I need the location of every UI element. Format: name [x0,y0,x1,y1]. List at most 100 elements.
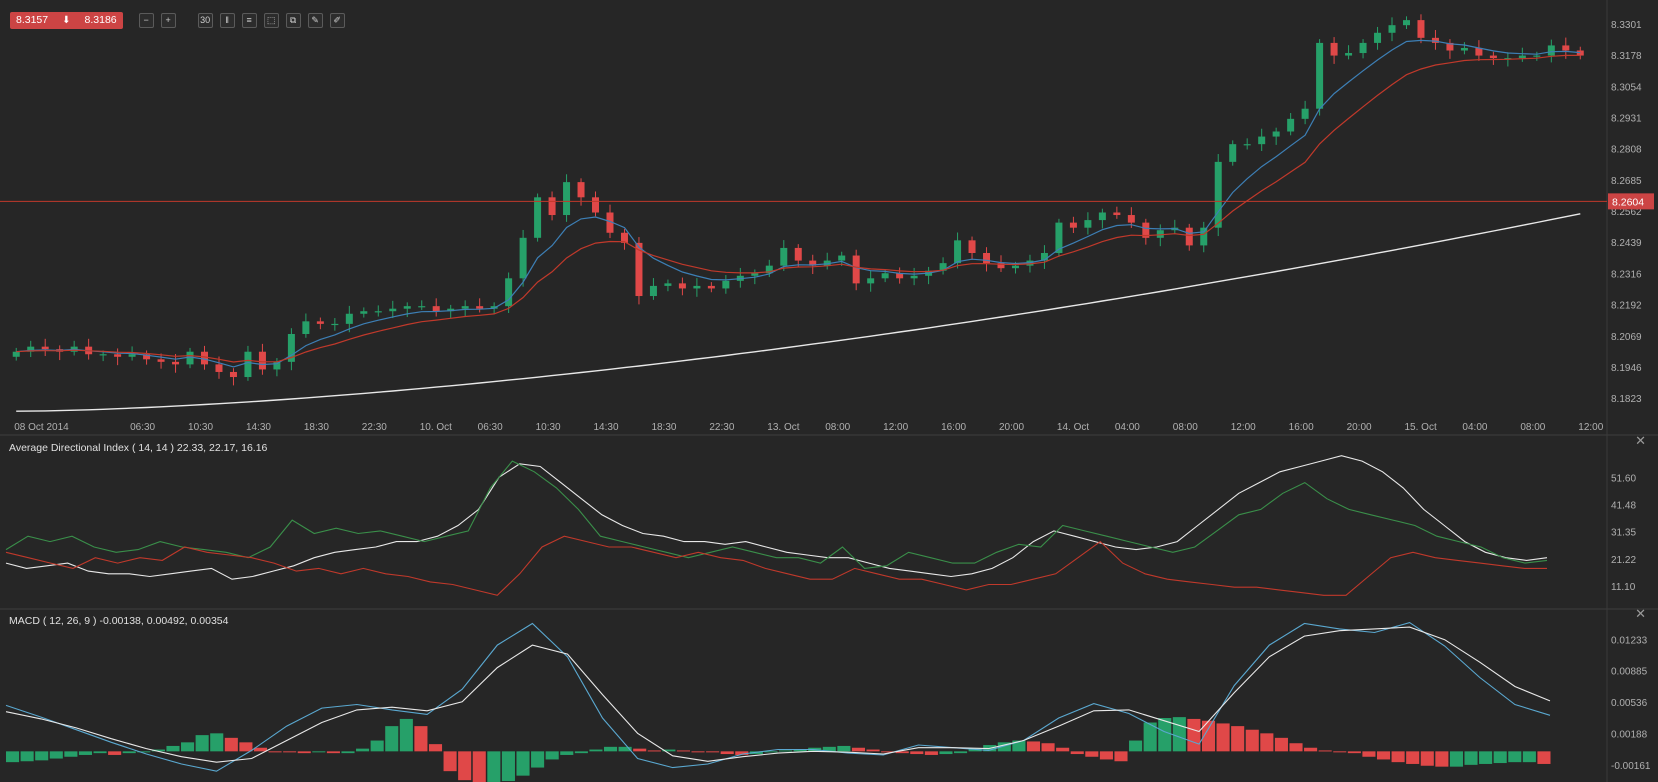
macd-hist-bar [195,735,209,752]
edit-icon[interactable]: ✎ [307,12,323,28]
candle-body [360,311,368,314]
candle-body [1359,42,1367,54]
signal-line [5,626,1551,763]
macd-hist-bar [1041,743,1055,752]
price-tick-label: 8.2192 [1611,301,1642,312]
candle-body [519,237,527,279]
zoom-in-icon[interactable]: + [160,12,176,28]
candle-body [490,306,498,309]
candle-body [997,263,1005,269]
pencil-icon[interactable]: ✐ [329,12,345,28]
candle-body [954,240,962,264]
macd-hist-bar [326,751,340,754]
macd-hist-bar [647,750,661,752]
macd-hist-bar [545,751,559,760]
macd-hist-bar [1318,750,1332,752]
candle-body [1431,37,1439,43]
candle-body [838,255,846,261]
candle-body [896,273,904,279]
macd-hist-bar [954,751,968,754]
candle-body [1272,131,1280,137]
macd-hist-bar [93,751,107,754]
macd-hist-bar [851,747,866,752]
current-price-label: 8.2604 [1612,196,1644,208]
candle-body [258,351,266,370]
timeframe-button[interactable]: 30 [197,12,213,28]
macd-hist-bar [1245,729,1259,752]
chart-type-icon[interactable]: ǁ [219,12,235,28]
adx-tick-label: 31.35 [1611,528,1636,539]
candle-body [1084,220,1092,228]
candle-body [910,275,918,279]
price-tick-label: 8.1946 [1611,363,1642,374]
candle-body [592,197,600,213]
macd-hist-bar [633,748,647,752]
candle-body [765,265,773,274]
candle-body [1113,212,1121,216]
close-macd-icon[interactable]: ✕ [1635,606,1646,621]
macd-hist-bar [939,751,953,755]
zoom-out-icon[interactable]: − [138,12,154,28]
macd-hist-bar [1260,733,1274,752]
candle-body [374,311,382,313]
candles [12,14,1584,386]
time-tick-label: 08:00 [1520,422,1545,433]
candle-body [186,351,194,365]
candle-body [1011,265,1019,269]
candle-body [1098,212,1106,221]
candle-body [461,306,469,309]
candle-body [1518,55,1526,59]
macd-hist-bar [487,751,501,782]
price-box[interactable]: 8.3157 ⬇ 8.3186 [10,11,123,29]
price-tick-label: 8.2685 [1611,176,1642,187]
candle-body [1069,222,1077,228]
candle-body [331,323,339,326]
macd-hist-bar [1216,723,1230,752]
macd-hist-bar [822,746,836,752]
time-tick-label: 18:30 [651,422,676,433]
candle-body [114,354,122,357]
drawing-icon[interactable]: ⬚ [263,12,279,28]
macd-hist-bar [676,750,690,752]
time-tick-label: 06:30 [130,422,155,433]
candle-body [244,351,252,378]
macd-hist-bar [910,751,924,755]
time-tick-label: 22:30 [362,422,387,433]
macd-tick-label: -0.00161 [1611,761,1651,772]
candle-body [432,306,440,312]
time-tick-label: 08:00 [825,422,850,433]
candle-body [1301,108,1309,119]
macd-hist-bar [1304,747,1318,752]
candle-body [476,306,484,309]
macd-hist-bar [385,726,399,752]
macd-hist-bar [1347,751,1361,754]
bid-price: 8.3157 [16,14,49,26]
candle-body [1127,215,1135,223]
macd-hist-bar [268,751,282,753]
macd-tick-label: 0.00188 [1611,729,1648,740]
templates-icon[interactable]: ⧉ [285,12,301,28]
macd-hist-bar [560,751,574,755]
macd-hist-bar [1508,751,1522,763]
macd-hist-bar [866,749,880,752]
candle-body [1229,144,1237,162]
candle-body [143,354,151,360]
candle-body [1142,222,1150,238]
price-tick-label: 8.2808 [1611,145,1642,156]
adx-line [5,455,1548,580]
candle-body [505,278,513,307]
indicators-icon[interactable]: ≡ [241,12,257,28]
price-tick-label: 8.2316 [1611,269,1642,280]
adx-tick-label: 11.10 [1611,582,1636,593]
macd-hist-bar [20,751,34,762]
candle-body [1200,227,1208,246]
macd-hist-bar [35,751,49,761]
candle-body [722,280,730,289]
macd-hist-bar [1420,751,1434,766]
macd-label: MACD ( 12, 26, 9 ) -0.00138, 0.00492, 0.… [9,615,229,627]
macd-hist-bar [997,742,1011,752]
macd-hist-bar [1099,751,1113,760]
close-adx-icon[interactable]: ✕ [1635,433,1646,448]
macd-hist-bar [49,751,63,759]
